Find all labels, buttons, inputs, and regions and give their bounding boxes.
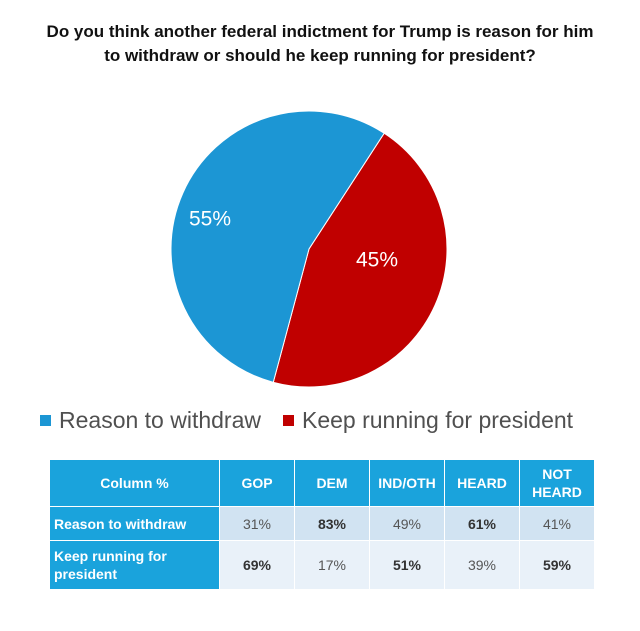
table-cell: 49% — [369, 506, 445, 541]
header-column-percent: Column % — [49, 459, 220, 507]
table-cell: 39% — [444, 540, 520, 590]
legend-swatch-keep-running — [283, 414, 294, 426]
legend-item-withdraw: Reason to withdraw — [40, 407, 261, 434]
legend-label-withdraw: Reason to withdraw — [59, 406, 261, 433]
table-row: Reason to withdraw 31% 83% 49% 61% 41% — [49, 506, 595, 541]
chart-title: Do you think another federal indictment … — [46, 22, 594, 65]
table-cell: 61% — [444, 506, 520, 541]
header-not-heard: NOT HEARD — [519, 459, 595, 507]
table-cell: 51% — [369, 540, 445, 590]
data-label-keep-running: 45% — [356, 249, 398, 272]
legend-label-keep-running: Keep running for president — [302, 406, 574, 433]
row-label-keep-running: Keep running for president — [49, 540, 220, 590]
table-cell: 69% — [219, 540, 295, 590]
legend-item-keep-running: Keep running for president — [283, 407, 573, 434]
header-ind-oth: IND/OTH — [369, 459, 445, 507]
pie-chart: 55% 45% — [170, 110, 448, 388]
data-label-withdraw: 55% — [189, 208, 231, 231]
pie-slice-keep-running — [272, 132, 448, 388]
crosstab-table: Column % GOP DEM IND/OTH HEARD NOT HEARD… — [49, 459, 595, 590]
table-cell: 41% — [519, 506, 595, 541]
table-header-row: Column % GOP DEM IND/OTH HEARD NOT HEARD — [49, 459, 595, 507]
row-label-withdraw: Reason to withdraw — [49, 506, 220, 541]
legend: Reason to withdraw Keep running for pres… — [40, 404, 620, 436]
pie-slice-withdraw — [170, 110, 385, 383]
table-cell: 83% — [294, 506, 370, 541]
table-row: Keep running for president 69% 17% 51% 3… — [49, 540, 595, 590]
table-cell: 17% — [294, 540, 370, 590]
header-dem: DEM — [294, 459, 370, 507]
legend-swatch-withdraw — [40, 414, 51, 426]
table-cell: 31% — [219, 506, 295, 541]
header-heard: HEARD — [444, 459, 520, 507]
table-cell: 59% — [519, 540, 595, 590]
header-gop: GOP — [219, 459, 295, 507]
